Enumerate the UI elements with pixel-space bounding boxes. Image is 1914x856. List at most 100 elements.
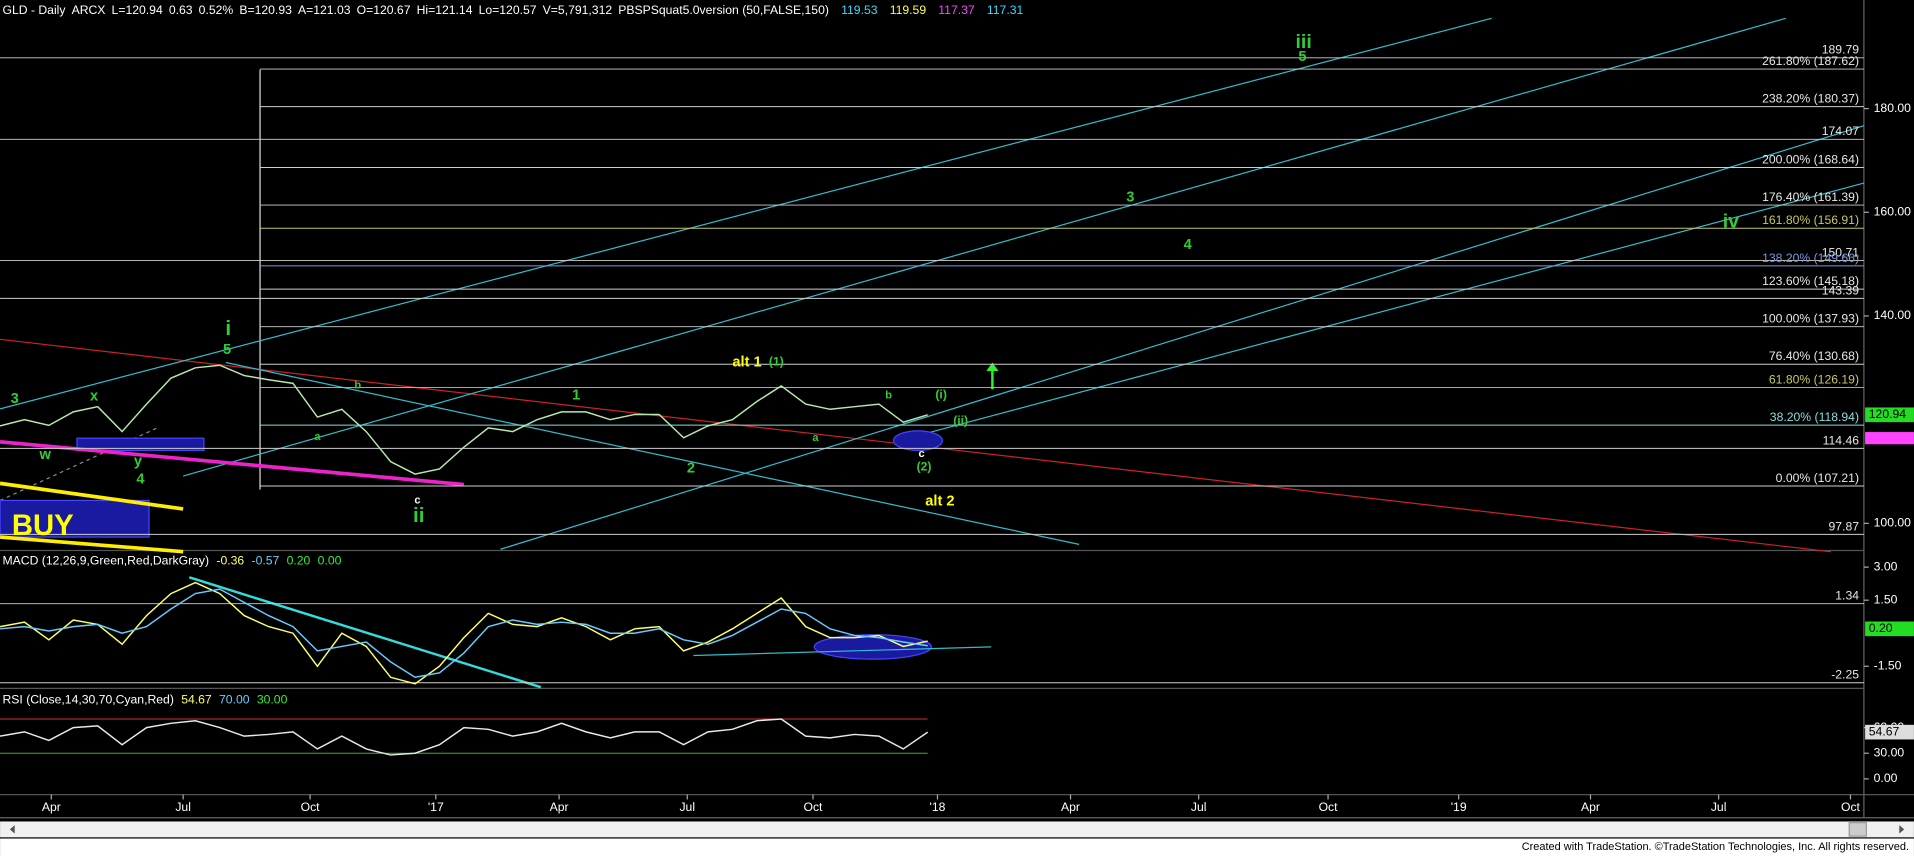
level-label: 61.80% (126.19) (1769, 372, 1859, 386)
level-label: 114.46 (1823, 433, 1860, 447)
wave-label: a (314, 431, 321, 443)
header-item: 0.63 (169, 3, 193, 17)
data-line (0, 718, 929, 756)
indicator-readout: 70.00 (219, 693, 250, 707)
data-line (0, 364, 928, 475)
channel-line (0, 17, 1492, 410)
x-tick-label: '18 (930, 800, 946, 814)
wave-label: a (812, 432, 819, 444)
wave-label: b (885, 389, 892, 401)
header-readout: 117.37 (938, 3, 975, 17)
header-item: B=120.93 (239, 3, 292, 17)
indicator-title: MACD (12,26,9,Green,Red,DarkGray) -0.36 -0… (2, 554, 341, 568)
channel-line (903, 182, 1865, 441)
level-label: 150.71 (1822, 245, 1859, 259)
header-item: 0.52% (199, 3, 234, 17)
value-tag-label: 54.67 (1869, 724, 1900, 738)
y-tick-label: 100.00 (1874, 516, 1911, 530)
indicator-readout: 0.00 (318, 554, 342, 568)
level-label: 0.00% (107.21) (1776, 471, 1859, 485)
value-tag (1865, 407, 1914, 423)
macd-support-line (693, 646, 992, 657)
level-label: 238.20% (180.37) (1762, 92, 1859, 106)
y-tick-label: 1.50 (1874, 592, 1898, 606)
wave-label: (2) (917, 460, 932, 474)
level-label: 143.39 (1822, 283, 1859, 297)
indicator-readout: 30.00 (257, 693, 288, 707)
scroll-left[interactable] (9, 825, 15, 834)
scroll-right[interactable] (1899, 825, 1905, 834)
wave-label: w (39, 447, 52, 463)
support-line (0, 440, 465, 487)
wave-label: y (134, 453, 143, 469)
header-item: GLD - Daily (2, 3, 66, 17)
x-tick-label: Jul (679, 800, 695, 814)
indicator-readout: 0.20 (287, 554, 311, 568)
x-tick-label: Oct (301, 800, 321, 814)
wave-label: 2 (687, 461, 695, 477)
header-item: Lo=120.57 (479, 3, 537, 17)
scrollbar[interactable] (0, 821, 1914, 838)
data-line (0, 581, 928, 685)
y-tick-label: 30.00 (1874, 745, 1905, 759)
x-tick-label: Jul (1191, 800, 1207, 814)
wave-label: 4 (1184, 237, 1193, 253)
value-tag (1865, 621, 1914, 637)
arrow-head (986, 362, 999, 372)
zone-box (76, 437, 205, 452)
header-item: Hi=121.14 (417, 3, 473, 17)
channel-line (500, 125, 1865, 550)
header-readout: 119.59 (890, 3, 927, 17)
header-item: O=120.67 (357, 3, 411, 17)
level-label: 123.60% (145.18) (1762, 274, 1859, 288)
wave-label: (ii) (953, 413, 968, 427)
yellow-line (0, 535, 184, 554)
macd-trend-line (188, 576, 542, 689)
header: GLD - Daily ARCX L=120.94 0.63 0.52% B=120.93… (2, 3, 1023, 17)
x-tick-label: Apr (1581, 800, 1600, 814)
wave-label: c (414, 494, 420, 506)
macd-ellipse (813, 634, 932, 660)
level-label: 189.79 (1822, 43, 1859, 57)
wave-label: ii (413, 504, 425, 527)
header-item: ARCX (72, 3, 106, 17)
wave-label: x (90, 389, 99, 405)
x-tick-label: Apr (1061, 800, 1080, 814)
x-tick-label: Jul (1711, 800, 1727, 814)
header-item: V=5,791,312 (543, 3, 613, 17)
level-label: 100.00% (137.93) (1762, 312, 1859, 326)
x-tick-label: Apr (550, 800, 569, 814)
indicator-name: RSI (Close,14,30,70,Cyan,Red) (2, 693, 173, 707)
wave-label: iii (1296, 31, 1312, 53)
wave-label: 5 (223, 342, 231, 358)
x-tick-label: '17 (428, 800, 444, 814)
value-tag-label: 0.20 (1869, 621, 1893, 635)
indicator-title: RSI (Close,14,30,70,Cyan,Red) 54.67 70.00 3… (2, 693, 287, 707)
footer: Created with TradeStation. ©TradeStation… (1522, 841, 1909, 853)
x-tick-label: '19 (1451, 800, 1467, 814)
y-tick-label: 140.00 (1874, 308, 1911, 322)
x-tick-label: Apr (42, 800, 61, 814)
channel-line (182, 17, 1786, 477)
y-tick-label: 0.00 (1874, 771, 1898, 785)
level-label: 76.40% (130.68) (1769, 349, 1859, 363)
x-tick-label: Oct (1841, 800, 1861, 814)
wave-label: 3 (11, 391, 19, 407)
y-tick-label: 180.00 (1874, 101, 1911, 115)
header-readout: 117.31 (987, 3, 1024, 17)
x-tick-label: Oct (803, 800, 823, 814)
level-label: 97.87 (1829, 519, 1860, 533)
readout-tag (1865, 432, 1914, 445)
scroll-thumb[interactable] (1848, 822, 1867, 837)
header-item: PBSPSquat5.0version (50,FALSE,150) (618, 3, 829, 17)
yellow-line (0, 481, 184, 511)
buy-box (0, 499, 150, 538)
header-item: L=120.94 (112, 3, 163, 17)
wave-label: BUY (12, 509, 74, 542)
wave-label: (i) (935, 388, 947, 402)
level-label: 1.34 (1835, 589, 1859, 603)
data-layer: GLD - Daily ARCX L=120.94 0.63 0.52% B=120.93… (0, 3, 1914, 814)
target-ellipse (892, 430, 943, 452)
